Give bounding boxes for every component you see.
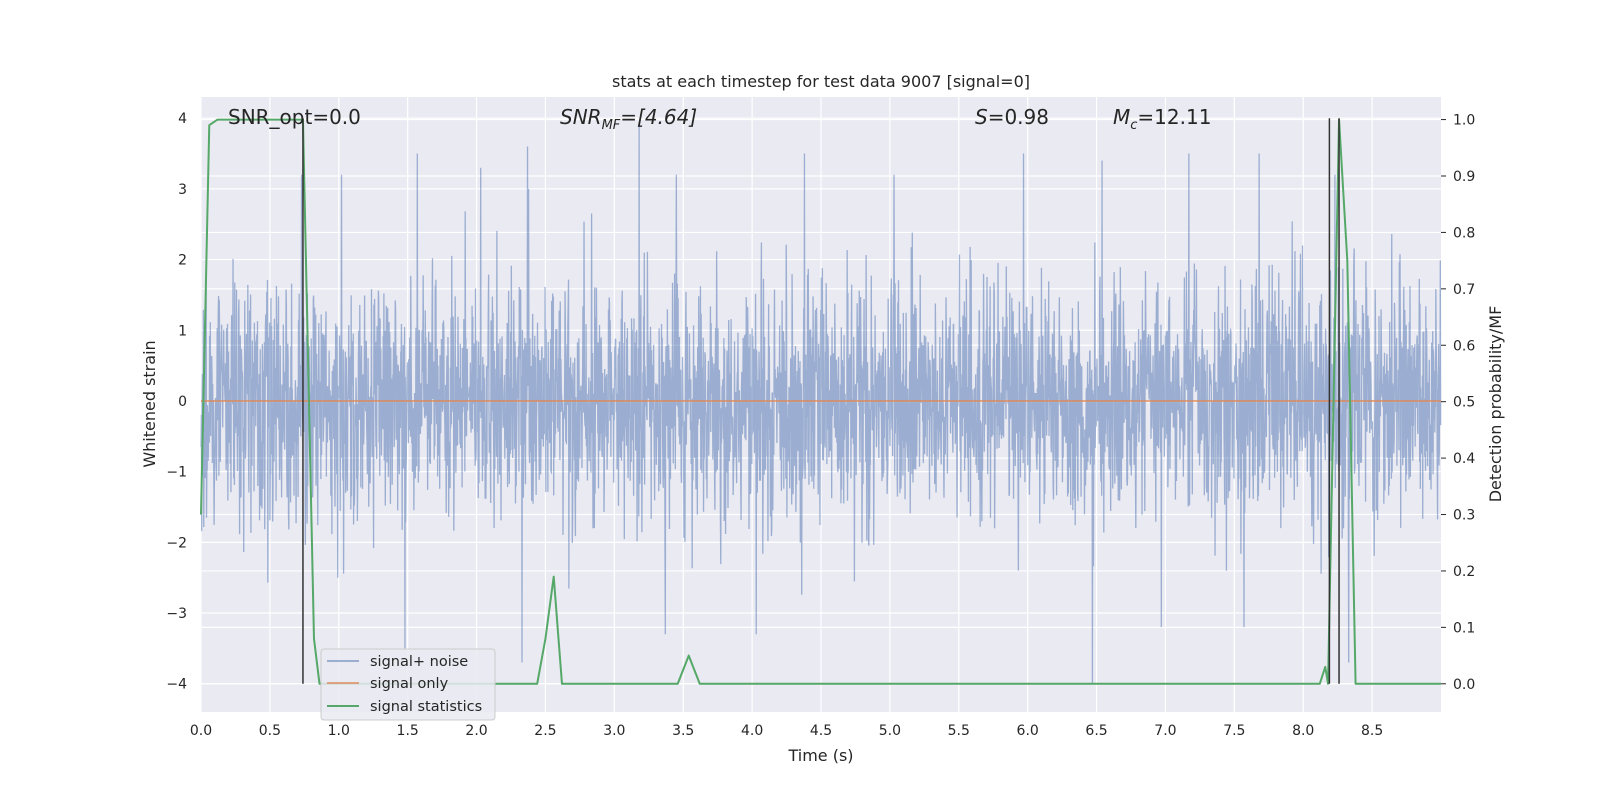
annotation-snr-opt: SNR_opt=0.0 <box>228 105 361 129</box>
x-tick-label: 1.0 <box>328 723 350 739</box>
legend-label-noise: signal+ noise <box>370 654 468 670</box>
annotation-mc-rest: =12.11 <box>1137 105 1211 129</box>
vline-layer <box>302 118 1340 684</box>
x-tick-label: 3.5 <box>672 723 694 739</box>
x-tick-label: 2.0 <box>465 723 487 739</box>
x-axis-label: Time (s) <box>787 746 853 765</box>
y2-tick-label: 0.8 <box>1453 225 1475 241</box>
annotation-snr-mf-sub: MF <box>602 118 621 133</box>
y-tick-label: 3 <box>178 182 187 198</box>
stats-layer <box>200 118 1441 685</box>
y-tick-label: −2 <box>166 535 187 551</box>
x-tick-label: 4.5 <box>810 723 832 739</box>
y-tick-label: 0 <box>178 394 187 410</box>
legend[interactable]: signal+ noise signal only signal statist… <box>320 648 496 721</box>
annotation-s-rest: =0.98 <box>988 105 1049 129</box>
noise-layer <box>200 125 1442 684</box>
y2-tick-label: 0.3 <box>1453 508 1475 524</box>
y2-tick-label: 0.2 <box>1453 564 1475 580</box>
annotation-s: S=0.98 <box>975 105 1049 129</box>
x-tick-label: 8.0 <box>1292 723 1314 739</box>
y-tick-label: −1 <box>166 465 187 481</box>
y2-tick-label: 0.0 <box>1453 677 1475 693</box>
tick-layer: 0.0 0.5 1.0 1.5 2.0 2.5 3.0 3.5 4.0 4.5 5.0 5.5 6.0 6… <box>166 111 1475 739</box>
chart-title: stats at each timestep for test data 900… <box>612 72 1030 91</box>
legend-label-stats: signal statistics <box>370 699 482 715</box>
y2-tick-label: 1.0 <box>1453 113 1475 129</box>
x-tick-label: 2.5 <box>534 723 556 739</box>
y2-tick-label: 0.1 <box>1453 620 1475 636</box>
y-axis-label: Whitened strain <box>140 340 159 467</box>
legend-box <box>320 648 496 721</box>
x-tick-label: 6.5 <box>1085 723 1107 739</box>
annotation-mc-sub: c <box>1130 118 1137 133</box>
y2-axis-label: Detection probability/MF <box>1486 306 1505 503</box>
y2-tick-label: 0.6 <box>1453 338 1475 354</box>
annotation-s-main: S <box>975 105 988 129</box>
y-tick-label: 4 <box>178 111 187 127</box>
y-tick-label: 1 <box>178 323 187 339</box>
y-tick-label: −3 <box>166 606 187 622</box>
y2-tick-label: 0.4 <box>1453 451 1475 467</box>
annotation-mc-main: M <box>1113 105 1130 129</box>
annotation-snr-mf-main: SNR <box>560 105 602 129</box>
x-tick-label: 5.5 <box>948 723 970 739</box>
y2-tick-label: 0.9 <box>1453 169 1475 185</box>
annotation-mc: Mc=12.11 <box>1113 105 1211 133</box>
y-tick-label: 2 <box>178 253 187 269</box>
annotation-snr-mf-rest: =[4.64] <box>620 105 697 129</box>
x-tick-label: 5.0 <box>879 723 901 739</box>
x-tick-label: 1.5 <box>397 723 419 739</box>
annotation-snr-mf: SNRMF=[4.64] <box>560 105 697 133</box>
x-tick-label: 8.5 <box>1361 723 1383 739</box>
x-tick-label: 7.0 <box>1154 723 1176 739</box>
x-tick-label: 0.0 <box>190 723 212 739</box>
x-tick-label: 4.0 <box>741 723 763 739</box>
x-tick-label: 7.5 <box>1223 723 1245 739</box>
x-tick-label: 6.0 <box>1017 723 1039 739</box>
series-signal-statistics <box>200 118 1441 685</box>
series-signal-noise <box>200 125 1442 684</box>
y-tick-label: −4 <box>166 677 187 693</box>
x-tick-label: 3.0 <box>603 723 625 739</box>
x-tick-label: 0.5 <box>259 723 281 739</box>
y2-tick-label: 0.5 <box>1453 395 1475 411</box>
y2-tick-label: 0.7 <box>1453 282 1475 298</box>
legend-label-signal: signal only <box>370 676 449 692</box>
